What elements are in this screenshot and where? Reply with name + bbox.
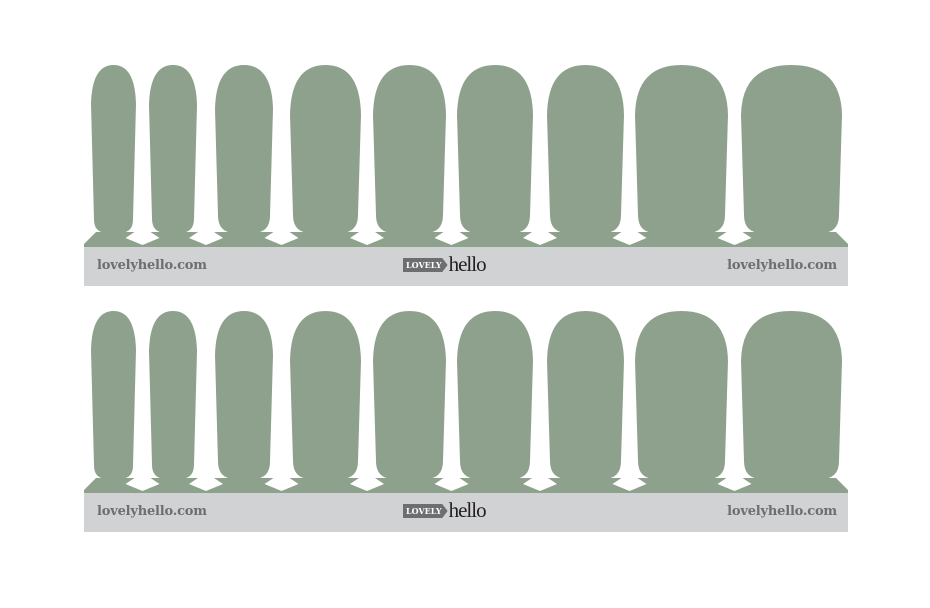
nail-wrap-4 [290,65,361,233]
nail-wrap-9 [741,311,842,479]
nail-gap [125,226,160,245]
nail-sheet-1: lovelyhello.com LOVELY hello lovelyhello… [0,0,930,286]
brand-logo: LOVELY hello [403,498,487,522]
logo-tag: LOVELY [403,504,448,518]
logo-word: hello [448,498,487,522]
nail-wrap-8 [635,65,728,233]
website-label-right: lovelyhello.com [727,258,837,273]
website-label-left: lovelyhello.com [97,258,207,273]
nail-gap [350,226,384,245]
nail-gap [189,226,223,245]
nail-wrap-3 [215,65,273,233]
nail-gap [523,472,557,491]
brand-logo: LOVELY hello [403,252,487,276]
nail-wrap-6 [457,311,533,479]
nail-gap [264,226,299,245]
brand-strip: lovelyhello.com LOVELY hello lovelyhello… [84,247,848,286]
nail-wraps [84,65,848,247]
nail-wrap-4 [290,311,361,479]
nail-gap [612,226,647,245]
nail-gap [434,472,469,491]
logo-tag: LOVELY [403,258,448,272]
nail-gap [717,472,752,491]
nail-wraps [84,311,848,493]
website-label-right: lovelyhello.com [727,504,837,519]
logo-word: hello [448,252,487,276]
nail-wrap-2 [149,311,197,479]
nail-wrap-5 [373,65,446,233]
nail-gap [189,472,223,491]
brand-strip: lovelyhello.com LOVELY hello lovelyhello… [84,493,848,532]
nail-wrap-2 [149,65,197,233]
nail-gap [612,472,647,491]
nail-wrap-9 [741,65,842,233]
nail-wrap-6 [457,65,533,233]
nail-wrap-1 [91,311,136,479]
nail-gap [717,226,752,245]
nail-wrap-8 [635,311,728,479]
nail-wrap-3 [215,311,273,479]
nail-wrap-1 [91,65,136,233]
nail-gap [350,472,384,491]
nail-gap [125,472,160,491]
nail-wrap-7 [547,65,624,233]
nail-wrap-5 [373,311,446,479]
nail-gap [434,226,469,245]
website-label-left: lovelyhello.com [97,504,207,519]
nail-gap [523,226,557,245]
nail-sheet-2: lovelyhello.com LOVELY hello lovelyhello… [0,246,930,532]
nail-wrap-7 [547,311,624,479]
nail-gap [264,472,299,491]
